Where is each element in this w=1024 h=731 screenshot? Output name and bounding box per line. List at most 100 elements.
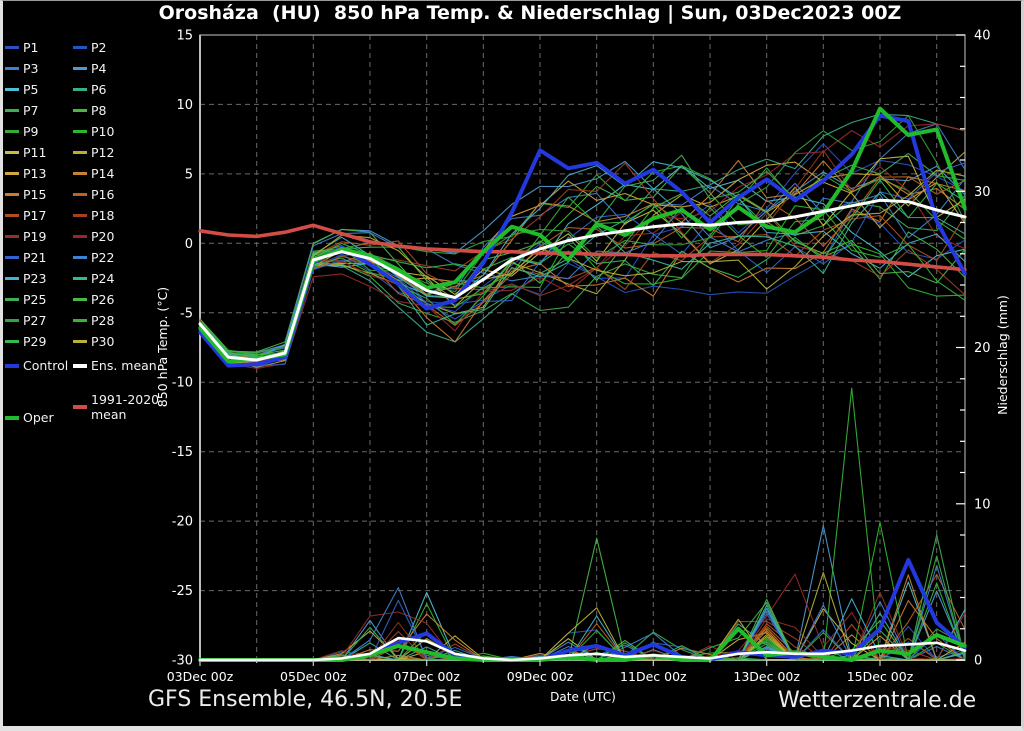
legend-item-ens-mean: Ens. mean bbox=[73, 358, 157, 373]
legend-item-p29: P29 bbox=[5, 334, 46, 349]
legend-swatch-p27 bbox=[5, 319, 19, 322]
legend-label-p26: P26 bbox=[91, 292, 115, 307]
series-p8-temp bbox=[199, 165, 966, 353]
legend-label-p16: P16 bbox=[91, 187, 115, 202]
legend-swatch-p17 bbox=[5, 214, 19, 217]
legend: P1 P2 P3 P4 P5 P6 P7 P8 P9 P10 P11 P12 P13 P14 P15 P16 P… bbox=[0, 0, 200, 460]
axes-labels: 15 10 5 0 -5 -10 -15 -20 -25 -30 40 30 20 10 0 03Dec 00… bbox=[155, 29, 1010, 705]
legend-item-p12: P12 bbox=[73, 145, 114, 160]
legend-item-control: Control bbox=[5, 358, 68, 373]
legend-label-p21: P21 bbox=[23, 250, 47, 265]
legend-swatch-oper bbox=[5, 415, 19, 420]
legend-label-oper: Oper bbox=[23, 410, 54, 425]
legend-item-p20: P20 bbox=[73, 229, 114, 244]
legend-item-p5: P5 bbox=[5, 82, 39, 97]
ytick-left--25: -25 bbox=[172, 584, 193, 599]
legend-item-p18: P18 bbox=[73, 208, 114, 223]
legend-item-p7: P7 bbox=[5, 103, 39, 118]
legend-label-p22: P22 bbox=[91, 250, 115, 265]
legend-item-p16: P16 bbox=[73, 187, 114, 202]
legend-label-ens-mean: Ens. mean bbox=[91, 358, 157, 373]
chart-title: Orosháza (HU) 850 hPa Temp. & Niederschl… bbox=[158, 2, 902, 24]
legend-item-p10: P10 bbox=[73, 124, 114, 139]
legend-label-p3: P3 bbox=[23, 61, 39, 76]
series-p28-temp bbox=[199, 196, 966, 356]
xtick-label-0: 03Dec 00z bbox=[167, 669, 234, 684]
xtick-label-3: 09Dec 00z bbox=[507, 669, 574, 684]
legend-label-p6: P6 bbox=[91, 82, 107, 97]
legend-item-p26: P26 bbox=[73, 292, 114, 307]
legend-swatch-p20 bbox=[73, 235, 87, 238]
legend-label-p9: P9 bbox=[23, 124, 39, 139]
legend-swatch-p10 bbox=[73, 130, 87, 133]
legend-label-p20: P20 bbox=[91, 229, 115, 244]
legend-item-oper: Oper bbox=[5, 410, 54, 425]
legend-item-p3: P3 bbox=[5, 61, 39, 76]
plot-frame bbox=[199, 34, 966, 661]
series-p4-precip bbox=[199, 525, 966, 661]
ytick-left--15: -15 bbox=[172, 445, 193, 460]
legend-swatch-p15 bbox=[5, 193, 19, 196]
legend-label-p5: P5 bbox=[23, 82, 39, 97]
legend-swatch-p7 bbox=[5, 109, 19, 112]
gridlines bbox=[200, 35, 965, 660]
ytick-right-10: 10 bbox=[974, 497, 991, 512]
legend-label-p18: P18 bbox=[91, 208, 115, 223]
legend-swatch-p6 bbox=[73, 88, 87, 91]
legend-item-p1: P1 bbox=[5, 40, 39, 55]
legend-label-p8: P8 bbox=[91, 103, 107, 118]
legend-label-p11: P11 bbox=[23, 145, 47, 160]
legend-label-p25: P25 bbox=[23, 292, 47, 307]
legend-item-p21: P21 bbox=[5, 250, 46, 265]
legend-label-p14: P14 bbox=[91, 166, 115, 181]
ytick-left-0: 0 bbox=[185, 237, 193, 252]
legend-item-p13: P13 bbox=[5, 166, 46, 181]
legend-swatch-p24 bbox=[73, 277, 87, 280]
legend-label-p4: P4 bbox=[91, 61, 107, 76]
legend-swatch-p26 bbox=[73, 298, 87, 301]
legend-item-p9: P9 bbox=[5, 124, 39, 139]
legend-swatch-p19 bbox=[5, 235, 19, 238]
legend-item-p8: P8 bbox=[73, 103, 107, 118]
xtick-label-1: 05Dec 00z bbox=[280, 669, 347, 684]
legend-swatch-p28 bbox=[73, 319, 87, 322]
legend-swatch-p18 bbox=[73, 214, 87, 217]
legend-label-p2: P2 bbox=[91, 40, 107, 55]
legend-swatch-p11 bbox=[5, 151, 19, 154]
legend-swatch-ens-mean bbox=[73, 363, 87, 368]
series-p30-temp bbox=[199, 169, 966, 365]
model-location-label: GFS Ensemble, 46.5N, 20.5E bbox=[148, 687, 463, 712]
legend-label-p27: P27 bbox=[23, 313, 47, 328]
ytick-left-10: 10 bbox=[176, 98, 193, 113]
series-p27-temp bbox=[199, 115, 966, 354]
series-ens-mean-precip bbox=[198, 636, 967, 662]
legend-item-p17: P17 bbox=[5, 208, 46, 223]
legend-item-p28: P28 bbox=[73, 313, 114, 328]
legend-swatch-p30 bbox=[73, 340, 87, 343]
xtick-label-4: 11Dec 00z bbox=[620, 669, 687, 684]
ytick-right-20: 20 bbox=[974, 341, 991, 356]
ytick-left--20: -20 bbox=[172, 515, 193, 530]
legend-swatch-p16 bbox=[73, 193, 87, 196]
legend-swatch-p23 bbox=[5, 277, 19, 280]
legend-item-p22: P22 bbox=[73, 250, 114, 265]
legend-label-p1: P1 bbox=[23, 40, 39, 55]
series-p10-temp bbox=[199, 205, 966, 365]
legend-swatch-p25 bbox=[5, 298, 19, 301]
legend-swatch-p5 bbox=[5, 88, 19, 91]
legend-label-p15: P15 bbox=[23, 187, 47, 202]
source-watermark: Wetterzentrale.de bbox=[778, 688, 977, 713]
legend-swatch-p2 bbox=[73, 46, 87, 49]
series-p28-precip bbox=[199, 387, 966, 661]
legend-item-p19: P19 bbox=[5, 229, 46, 244]
legend-swatch-control bbox=[5, 363, 19, 368]
legend-swatch-p3 bbox=[5, 67, 19, 70]
xtick-label-6: 15Dec 00z bbox=[847, 669, 914, 684]
legend-swatch-climate-mean bbox=[73, 405, 87, 409]
legend-item-climate-mean: 1991-2020 mean bbox=[73, 392, 159, 422]
ytick-left-15: 15 bbox=[176, 29, 193, 44]
legend-label-p12: P12 bbox=[91, 145, 115, 160]
x-axis-label: Date (UTC) bbox=[550, 690, 616, 704]
legend-label-p24: P24 bbox=[91, 271, 115, 286]
